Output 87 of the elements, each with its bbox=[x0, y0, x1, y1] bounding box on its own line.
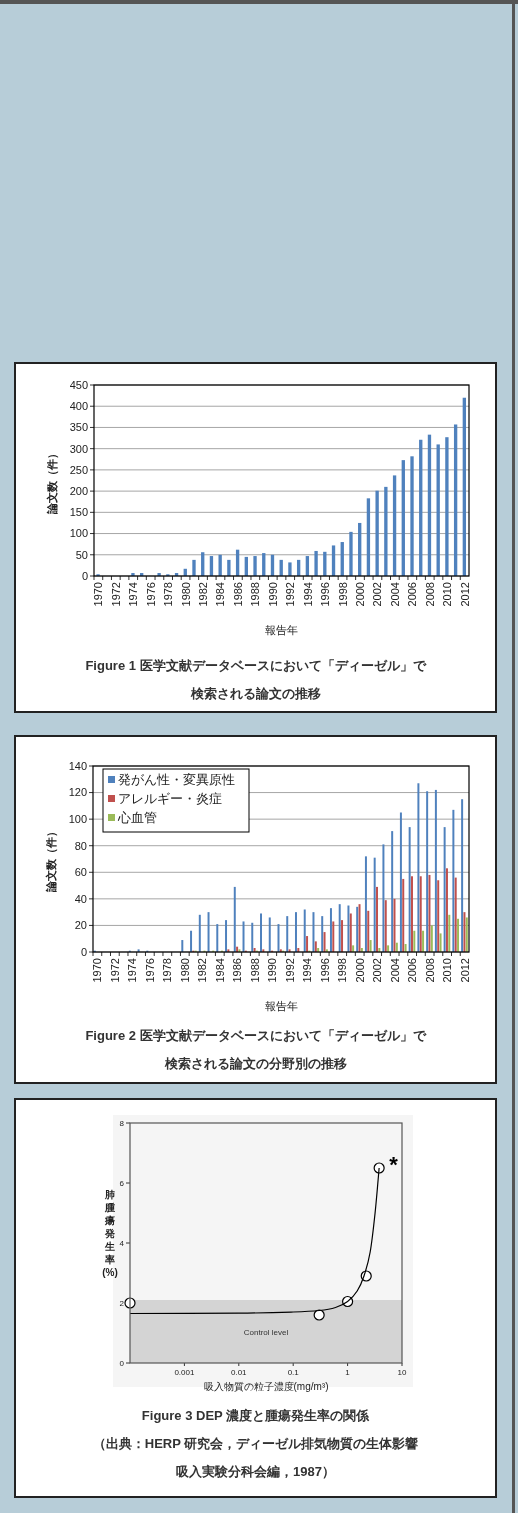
x-tick-label: 0.01 bbox=[231, 1368, 248, 1377]
x-tick-label: 10 bbox=[397, 1368, 407, 1377]
x-tick-label: 2000 bbox=[353, 958, 366, 983]
x-tick-label: 1982 bbox=[196, 958, 209, 983]
x-tick-label: 1998 bbox=[336, 958, 349, 983]
y-axis-title: 肺腫瘍発生率(%) bbox=[102, 1189, 118, 1278]
x-tick-label: 2012 bbox=[458, 582, 471, 607]
y-tick-label: 0 bbox=[80, 945, 87, 958]
x-tick-label: 1 bbox=[345, 1368, 351, 1377]
x-axis-title: 吸入物質の粒子濃度(mg/m³) bbox=[203, 1381, 329, 1392]
y-tick-label: 80 bbox=[74, 839, 87, 852]
y-tick-label: 0 bbox=[119, 1358, 125, 1368]
y-tick-label: 120 bbox=[68, 786, 87, 799]
x-tick-label: 1970 bbox=[91, 958, 104, 983]
x-axis-title: 報告年 bbox=[265, 624, 298, 636]
legend-label: 心血管 bbox=[117, 810, 157, 825]
x-tick-label: 2004 bbox=[388, 958, 401, 983]
y-axis-title: 論文数（件） bbox=[45, 826, 58, 893]
x-tick-label: 1974 bbox=[127, 582, 140, 607]
x-tick-label: 1982 bbox=[197, 582, 210, 607]
x-tick-label: 1992 bbox=[284, 582, 297, 607]
x-tick-label: 2006 bbox=[406, 958, 419, 983]
y-tick-label: 140 bbox=[68, 759, 87, 772]
y-tick-label: 4 bbox=[119, 1238, 125, 1248]
legend-label: 発がん性・変異原性 bbox=[118, 772, 235, 787]
x-tick-label: 1994 bbox=[301, 582, 314, 607]
x-tick-label: 2000 bbox=[353, 582, 366, 607]
y-tick-label: 300 bbox=[69, 442, 88, 455]
x-tick-label: 1970 bbox=[92, 582, 105, 607]
y-tick-label: 2 bbox=[119, 1298, 125, 1308]
y-tick-label: 8 bbox=[119, 1118, 125, 1128]
x-tick-label: 1986 bbox=[231, 958, 244, 983]
y-tick-label: 250 bbox=[69, 463, 88, 476]
x-tick-label: 1974 bbox=[126, 958, 139, 983]
x-tick-label: 2008 bbox=[423, 958, 436, 983]
y-tick-label: 60 bbox=[74, 866, 87, 879]
x-tick-label: 1986 bbox=[231, 582, 244, 607]
y-tick-label: 450 bbox=[69, 378, 88, 391]
y-tick-label: 200 bbox=[69, 484, 88, 497]
text: Figure 2 医学文献データベースにおいて「ディーゼル」で検索される論文の分野別の推移 bbox=[84, 1027, 428, 1073]
x-tick-label: 1976 bbox=[144, 582, 157, 607]
y-axis-title: 論文数（件） bbox=[46, 447, 59, 515]
x-tick-label: 1990 bbox=[266, 582, 279, 607]
x-tick-label: 1984 bbox=[214, 582, 227, 607]
legend-label: アレルギー・炎症 bbox=[118, 792, 222, 806]
y-tick-label: 20 bbox=[74, 919, 87, 932]
x-tick-label: 2002 bbox=[371, 958, 384, 983]
x-tick-label: 1988 bbox=[249, 582, 262, 607]
x-tick-label: 1984 bbox=[213, 958, 226, 983]
x-tick-label: 1976 bbox=[143, 958, 156, 983]
y-tick-label: 40 bbox=[74, 892, 87, 905]
text: （出典：HERP 研究会，ディーゼル排気物質の生体影響吸入実験分科会編，1987） bbox=[91, 1435, 420, 1481]
x-tick-label: 1992 bbox=[283, 958, 296, 983]
x-tick-label: 0.001 bbox=[174, 1368, 195, 1377]
y-tick-label: 0 bbox=[81, 569, 88, 582]
x-tick-label: 1972 bbox=[108, 958, 121, 983]
x-tick-label: 2010 bbox=[441, 582, 454, 607]
text: Figure 1 医学文献データベースにおいて「ディーゼル」で検索される論文の推移 bbox=[84, 657, 428, 703]
x-tick-label: 2006 bbox=[406, 582, 419, 607]
y-tick-label: 150 bbox=[69, 506, 88, 519]
x-tick-label: 2012 bbox=[458, 958, 471, 983]
x-tick-label: 0.1 bbox=[287, 1368, 300, 1377]
x-tick-label: 1996 bbox=[319, 582, 332, 607]
x-tick-label: 1988 bbox=[248, 958, 261, 983]
text: Figure 3 DEP 濃度と腫瘍発生率の関係 bbox=[141, 1408, 370, 1423]
x-tick-label: 2010 bbox=[441, 958, 454, 983]
band-label: Control level bbox=[243, 1327, 289, 1337]
x-tick-label: 1980 bbox=[179, 582, 192, 607]
x-tick-label: 1990 bbox=[266, 958, 279, 983]
y-tick-label: 6 bbox=[119, 1178, 125, 1188]
x-tick-label: 1978 bbox=[162, 582, 175, 607]
y-tick-label: 400 bbox=[69, 400, 88, 413]
x-tick-label: 2008 bbox=[423, 582, 436, 607]
y-tick-label: 100 bbox=[69, 527, 88, 540]
y-tick-label: 350 bbox=[69, 421, 88, 434]
x-tick-label: 1996 bbox=[318, 958, 331, 983]
x-tick-label: 1972 bbox=[109, 582, 122, 607]
x-tick-label: 2004 bbox=[388, 582, 401, 607]
x-tick-label: 1998 bbox=[336, 582, 349, 607]
x-axis-title: 報告年 bbox=[264, 1000, 298, 1012]
annotation: * bbox=[389, 1152, 399, 1177]
y-tick-label: 100 bbox=[68, 812, 87, 825]
x-tick-label: 1980 bbox=[178, 958, 191, 983]
x-tick-label: 2002 bbox=[371, 582, 384, 607]
x-tick-label: 1978 bbox=[161, 958, 174, 983]
y-tick-label: 50 bbox=[75, 548, 88, 561]
x-tick-label: 1994 bbox=[301, 958, 314, 983]
